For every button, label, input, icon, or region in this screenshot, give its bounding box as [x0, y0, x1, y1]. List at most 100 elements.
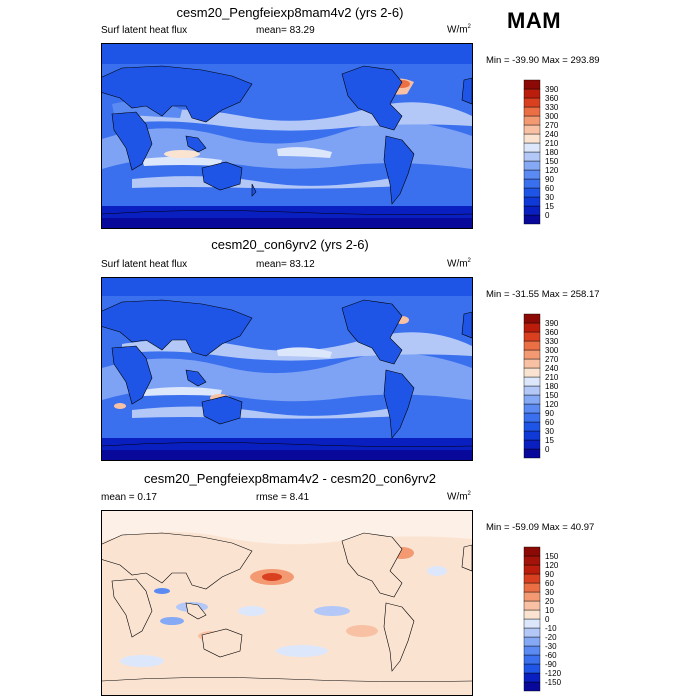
colorbar-swatch	[523, 546, 541, 557]
panel3-units: W/m2	[447, 491, 471, 503]
colorbar-swatch	[523, 654, 541, 665]
colorbar-tick-label: 330	[545, 337, 559, 346]
colorbar-tick-label: -60	[545, 651, 557, 660]
colorbar-tick-label: 120	[545, 166, 559, 175]
colorbar-swatch	[523, 448, 541, 459]
colorbar-tick-label: 30	[545, 427, 554, 436]
colorbar-swatch	[523, 79, 541, 90]
colorbar-tick-label: 150	[545, 552, 559, 561]
colorbar-tick-label: 0	[545, 445, 550, 454]
colorbar-tick-label: 210	[545, 373, 559, 382]
colorbar-swatch	[523, 645, 541, 656]
panel1-title: cesm20_Pengfeiexp8mam4v2 (yrs 2-6)	[176, 5, 404, 20]
colorbar-tick-label: 20	[545, 597, 554, 606]
colorbar-swatch	[523, 214, 541, 225]
colorbar-swatch	[523, 439, 541, 450]
colorbar-swatch	[523, 115, 541, 126]
colorbar-tick-label: 360	[545, 328, 559, 337]
colorbar-tick-label: 210	[545, 139, 559, 148]
panel3-colorbar: 150 120 90 60 30 20 10 0 -10 -20 -30 -60 -90 -120 -150	[523, 546, 583, 696]
colorbar-tick-label: 90	[545, 409, 554, 418]
colorbar-swatch	[523, 582, 541, 593]
colorbar-tick-label: 15	[545, 202, 554, 211]
colorbar-tick-label: 120	[545, 400, 559, 409]
colorbar-swatch	[523, 555, 541, 566]
colorbar-tick-label: 30	[545, 193, 554, 202]
panel2-mean-label: mean= 83.12	[256, 259, 315, 270]
colorbar-tick-label: 300	[545, 346, 559, 355]
colorbar-tick-label: 90	[545, 570, 554, 579]
colorbar-swatch	[523, 573, 541, 584]
colorbar-swatch	[523, 322, 541, 333]
colorbar-swatch	[523, 151, 541, 162]
colorbar-swatch	[523, 376, 541, 387]
panel2-title: cesm20_con6yrv2 (yrs 2-6)	[211, 237, 369, 252]
colorbar-swatch	[523, 636, 541, 647]
colorbar-swatch	[523, 340, 541, 351]
panel3-map-svg	[102, 511, 472, 695]
colorbar-swatch	[523, 187, 541, 198]
season-label: MAM	[507, 8, 562, 33]
colorbar-swatch	[523, 97, 541, 108]
colorbar-swatch	[523, 133, 541, 144]
colorbar-swatch	[523, 142, 541, 153]
colorbar-swatch	[523, 124, 541, 135]
colorbar-swatch	[523, 169, 541, 180]
colorbar-tick-label: -120	[545, 669, 562, 678]
colorbar-swatch	[523, 663, 541, 674]
colorbar-swatch	[523, 106, 541, 117]
colorbar-tick-label: 10	[545, 606, 554, 615]
colorbar-swatch	[523, 394, 541, 405]
colorbar-tick-label: 0	[545, 211, 550, 220]
colorbar-swatch	[523, 385, 541, 396]
colorbar-tick-label: 270	[545, 121, 559, 130]
colorbar-swatch	[523, 430, 541, 441]
panel3-minmax: Min = -59.09 Max = 40.97	[486, 522, 595, 533]
colorbar-swatch	[523, 196, 541, 207]
panel1-map-svg	[102, 44, 472, 228]
colorbar-tick-label: 270	[545, 355, 559, 364]
colorbar-swatch	[523, 205, 541, 216]
colorbar-swatch	[523, 681, 541, 692]
colorbar-swatch	[523, 349, 541, 360]
colorbar-tick-label: 60	[545, 579, 554, 588]
colorbar-tick-label: 360	[545, 94, 559, 103]
colorbar-tick-label: 240	[545, 130, 559, 139]
colorbar-tick-label: 180	[545, 382, 559, 391]
panel2-minmax: Min = -31.55 Max = 258.17	[486, 289, 600, 300]
panel1-mean-label: mean= 83.29	[256, 25, 315, 36]
colorbar-swatch	[523, 403, 541, 414]
colorbar-swatch	[523, 358, 541, 369]
colorbar-tick-label: 90	[545, 175, 554, 184]
colorbar-swatch	[523, 672, 541, 683]
colorbar-tick-label: -30	[545, 642, 557, 651]
colorbar-swatch	[523, 421, 541, 432]
panel2-map-svg	[102, 278, 472, 460]
colorbar-swatch	[523, 367, 541, 378]
colorbar-tick-label: 150	[545, 391, 559, 400]
colorbar-swatch	[523, 88, 541, 99]
colorbar-swatch	[523, 331, 541, 342]
colorbar-swatch	[523, 627, 541, 638]
colorbar-swatch	[523, 591, 541, 602]
colorbar-swatch	[523, 412, 541, 423]
panel3-title: cesm20_Pengfeiexp8mam4v2 - cesm20_con6yr…	[144, 471, 436, 486]
panel3-rmse-label: rmse = 8.41	[256, 492, 310, 503]
panel1-left-label: Surf latent heat flux	[101, 25, 188, 36]
colorbar-swatch	[523, 160, 541, 171]
colorbar-tick-label: 60	[545, 184, 554, 193]
colorbar-tick-label: 330	[545, 103, 559, 112]
panel1-colorbar: 390 360 330 300 270 240 210 180 150 120 90 60 30 15 0	[523, 79, 583, 229]
colorbar-swatch	[523, 600, 541, 611]
colorbar-tick-label: 60	[545, 418, 554, 427]
colorbar-tick-label: 300	[545, 112, 559, 121]
colorbar-tick-label: -20	[545, 633, 557, 642]
colorbar-tick-label: 30	[545, 588, 554, 597]
colorbar-tick-label: 120	[545, 561, 559, 570]
panel2-left-label: Surf latent heat flux	[101, 259, 188, 270]
colorbar-tick-label: 390	[545, 85, 559, 94]
colorbar-tick-label: 150	[545, 157, 559, 166]
